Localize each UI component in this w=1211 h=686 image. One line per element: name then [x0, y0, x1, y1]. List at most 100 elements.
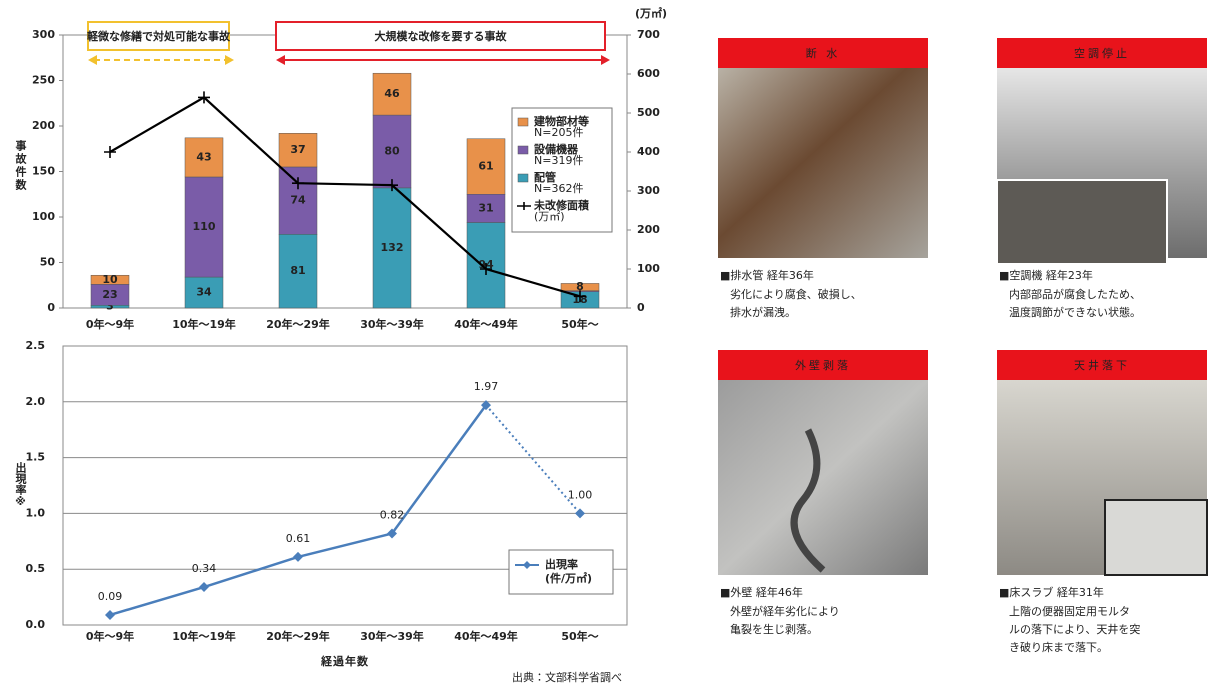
panel-text: 亀裂を生じ剥落。 — [730, 622, 818, 636]
bar-label: 81 — [290, 264, 305, 277]
legend-sub: N=319件 — [534, 154, 583, 167]
x-tick-label: 10年〜19年 — [172, 317, 236, 331]
y2-tick-label: 0 — [637, 301, 645, 314]
bar-label: 132 — [381, 241, 404, 254]
legend-sub: (万㎡) — [534, 210, 565, 223]
x-tick-label: 40年〜49年 — [454, 317, 518, 331]
bar-segment — [184, 137, 224, 178]
line-series — [109, 96, 581, 298]
y-tick-label: 0.0 — [26, 618, 46, 631]
panel-text: ルの落下により、天井を突 — [1009, 622, 1140, 636]
source-note: 出典：文部科学省調べ — [512, 670, 622, 684]
bar-label: 37 — [290, 143, 305, 156]
y-tick-label: 200 — [32, 119, 55, 132]
legend-box — [508, 549, 614, 595]
y2-axis-title: (万㎡) — [635, 6, 667, 20]
data-label: 1.00 — [568, 488, 593, 501]
line-marker — [104, 146, 116, 158]
photo — [718, 68, 928, 258]
annotation-text: 大規模な改修を要する事故 — [375, 29, 508, 43]
line-series — [109, 404, 488, 617]
bar-label: 31 — [478, 201, 493, 214]
panel-title-bar — [718, 350, 928, 380]
x-tick-label: 30年〜39年 — [360, 629, 424, 643]
bar-label: 80 — [384, 144, 400, 157]
panel-text: 劣化により腐食、破損し、 — [730, 287, 862, 301]
annotation-box — [87, 21, 230, 51]
y-tick-label: 50 — [40, 256, 56, 269]
y-tick-label: 150 — [32, 165, 55, 178]
legend-swatch — [517, 117, 529, 127]
y-tick-label: 0.5 — [26, 562, 46, 575]
line-marker — [574, 290, 586, 303]
panel-text: 排水が漏洩。 — [730, 305, 796, 319]
y2-tick-label: 500 — [637, 106, 660, 119]
legend-swatch — [517, 173, 529, 183]
panel-title: 外壁剥落 — [795, 359, 851, 372]
y-tick-label: 0 — [47, 301, 55, 314]
panel-title-bar — [997, 38, 1207, 68]
x-tick-label: 40年〜49年 — [454, 629, 518, 643]
y2-tick-label: 300 — [637, 184, 660, 197]
line-marker — [292, 177, 304, 190]
line-marker — [199, 582, 209, 593]
x-tick-label: 0年〜9年 — [86, 317, 134, 331]
bar-label: 110 — [193, 220, 216, 233]
data-label: 0.34 — [192, 562, 217, 575]
photo — [718, 380, 928, 575]
bar-segment — [466, 138, 506, 195]
data-label: 1.97 — [474, 380, 499, 393]
panel-title-bar — [718, 38, 928, 68]
y-tick-label: 2.5 — [26, 339, 46, 352]
bar-label: 74 — [290, 194, 306, 207]
bar-label: 61 — [478, 159, 493, 172]
line-marker — [198, 91, 210, 104]
data-label: 0.61 — [286, 532, 311, 545]
legend-swatch — [517, 202, 531, 210]
bar-segment — [372, 187, 412, 309]
y-axis-title: 出現率※ — [14, 461, 27, 508]
bar-segment — [184, 276, 224, 309]
line-marker — [575, 508, 585, 519]
panel-text: 温度調節ができない状態。 — [1009, 305, 1141, 319]
data-label: 0.09 — [98, 590, 123, 603]
line-marker — [105, 609, 115, 620]
bar-label: 43 — [196, 150, 211, 163]
legend-sub: (件/万㎡) — [545, 571, 592, 585]
y-tick-label: 1.5 — [26, 451, 46, 464]
bar-segment — [90, 274, 130, 285]
bar-label: 23 — [102, 288, 117, 301]
legend-label: 設備機器 — [534, 142, 579, 156]
panel-text: 外壁が経年劣化により — [730, 604, 840, 618]
bar-segment — [466, 194, 506, 223]
photo-panel: 天井落下 ■床スラブ 経年31年上階の便器固定用モルタルの落下により、天井を突き破… — [997, 350, 1208, 654]
line-marker — [386, 179, 398, 192]
y2-tick-label: 100 — [637, 262, 660, 275]
y2-tick-label: 200 — [637, 223, 660, 236]
panel-caption: ■排水管 経年36年 — [720, 268, 814, 282]
legend-label: 出現率 — [545, 557, 578, 571]
panel-caption: ■床スラブ 経年31年 — [999, 585, 1104, 599]
y-tick-label: 1.0 — [26, 506, 46, 519]
photo-crack — [790, 428, 826, 573]
legend-label: 未改修面積 — [533, 198, 590, 212]
bar-segment — [372, 72, 412, 116]
panel-text: き破り床まで落下。 — [1009, 640, 1108, 654]
y-tick-label: 100 — [32, 210, 55, 223]
legend-label: 配管 — [534, 170, 556, 184]
panel-text: 内部部品が腐食したため、 — [1009, 287, 1141, 301]
bar-segment — [372, 114, 412, 189]
panel-caption: ■外壁 経年46年 — [720, 585, 803, 599]
x-tick-label: 50年〜 — [561, 317, 598, 331]
legend-swatch-marker — [523, 561, 531, 569]
annotation-box — [275, 21, 606, 51]
y2-tick-label: 400 — [637, 145, 660, 158]
x-axis-title: 経過年数 — [320, 654, 369, 668]
y-tick-label: 250 — [32, 74, 55, 87]
panel-title-bar — [997, 350, 1207, 380]
y-tick-label: 300 — [32, 28, 55, 41]
